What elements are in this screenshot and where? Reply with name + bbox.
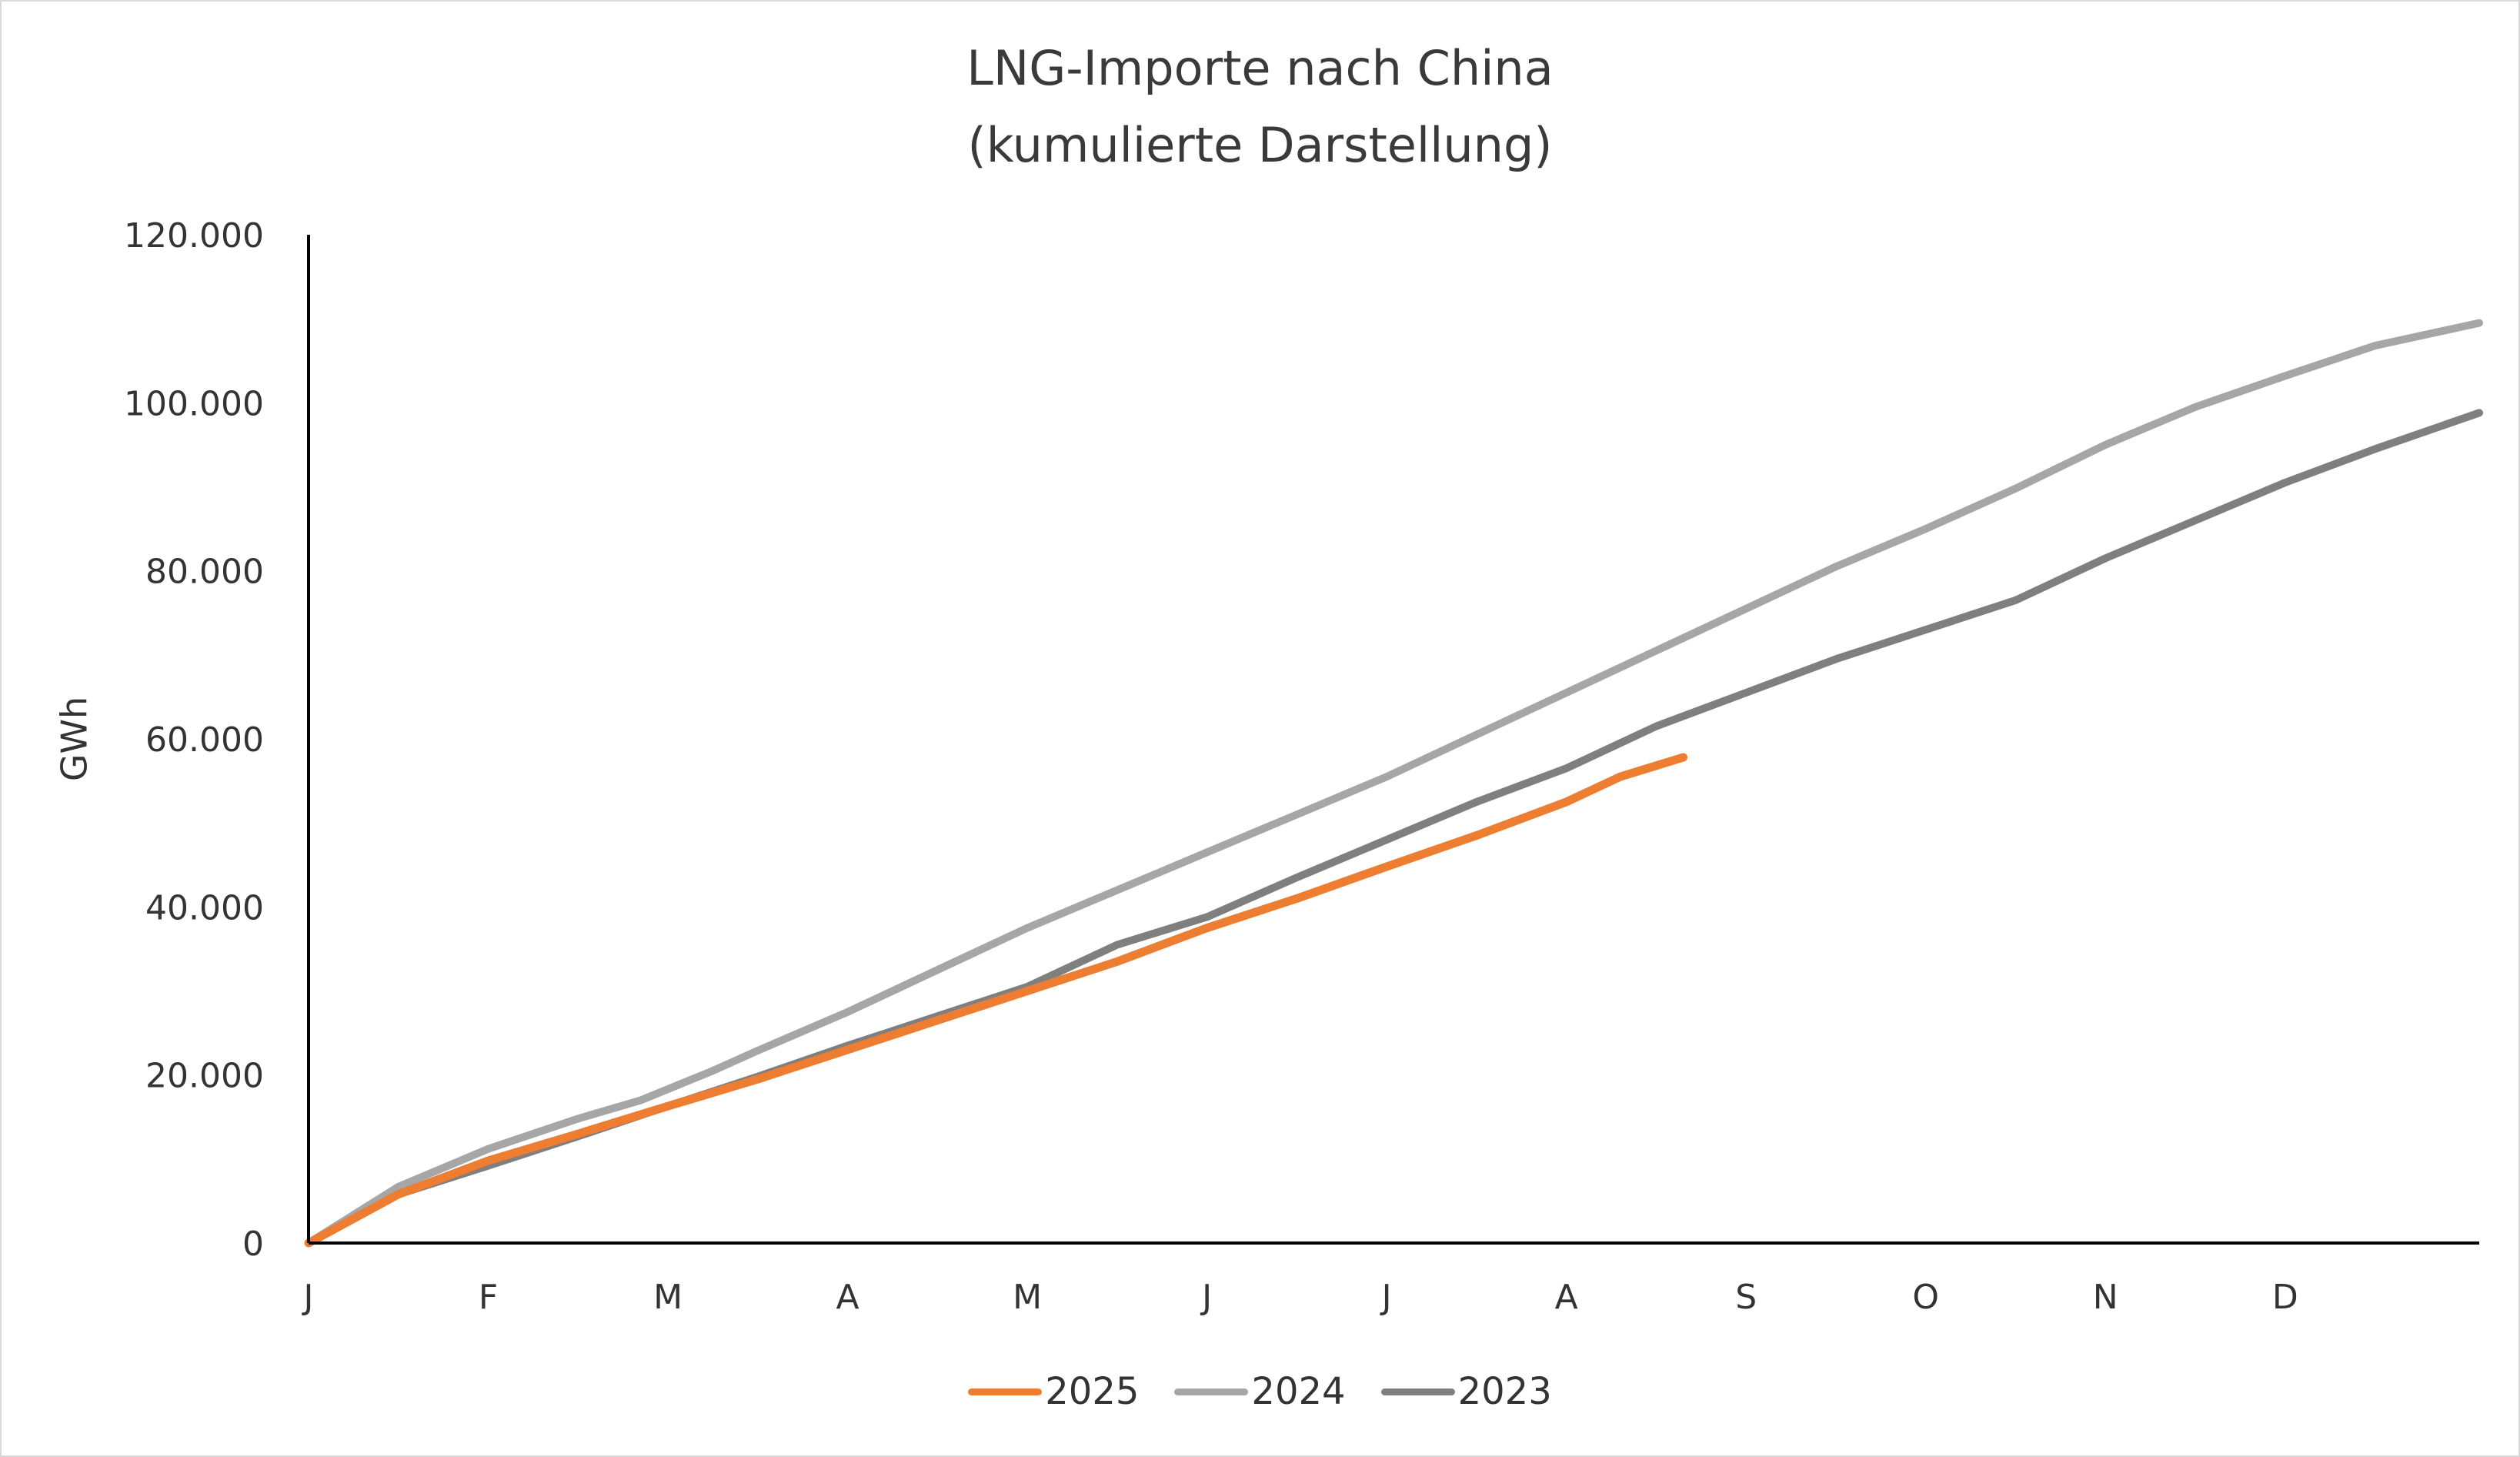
x-tick-label: J — [1200, 1278, 1212, 1317]
series-line-2024 — [305, 319, 2483, 1247]
y-tick-label: 20.000 — [145, 1057, 264, 1096]
legend-label: 2025 — [1045, 1370, 1140, 1413]
y-tick-label: 120.000 — [124, 216, 264, 256]
x-tick-label: O — [1912, 1278, 1939, 1317]
x-tick-label: M — [1013, 1278, 1042, 1317]
series-line-2025 — [304, 753, 1687, 1248]
legend-swatch — [968, 1388, 1043, 1395]
legend-item-2023: 2023 — [1380, 1370, 1552, 1413]
chart-title: LNG-Importe nach China — [966, 40, 1554, 96]
x-tick-label: J — [302, 1278, 314, 1317]
y-tick-label: 80.000 — [145, 553, 264, 592]
legend-label: 2024 — [1251, 1370, 1346, 1413]
x-tick-label: M — [653, 1278, 683, 1317]
y-tick-label: 40.000 — [145, 888, 264, 927]
series-layer — [304, 319, 2483, 1248]
y-axis-ticks: 0 20.000 40.000 60.000 80.000 100.000 120.000 — [124, 216, 264, 1264]
x-tick-label: F — [479, 1278, 498, 1317]
legend-swatch — [1380, 1388, 1455, 1395]
legend-swatch — [1174, 1388, 1249, 1395]
x-tick-label: J — [1380, 1278, 1392, 1317]
y-axis-label: GWh — [54, 697, 95, 781]
y-tick-label: 0 — [242, 1225, 264, 1264]
y-tick-label: 100.000 — [124, 384, 264, 423]
chart-subtitle: (kumulierte Darstellung) — [967, 117, 1553, 173]
x-tick-label: A — [836, 1278, 859, 1317]
legend-item-2025: 2025 — [968, 1370, 1139, 1413]
x-tick-label: S — [1735, 1278, 1757, 1317]
x-tick-label: D — [2272, 1278, 2298, 1317]
legend: 2025 2024 2023 — [0, 1370, 2520, 1413]
y-tick-label: 60.000 — [145, 720, 264, 760]
legend-label: 2023 — [1457, 1370, 1552, 1413]
x-tick-label: N — [2093, 1278, 2118, 1317]
legend-item-2024: 2024 — [1174, 1370, 1346, 1413]
x-tick-label: A — [1555, 1278, 1578, 1317]
